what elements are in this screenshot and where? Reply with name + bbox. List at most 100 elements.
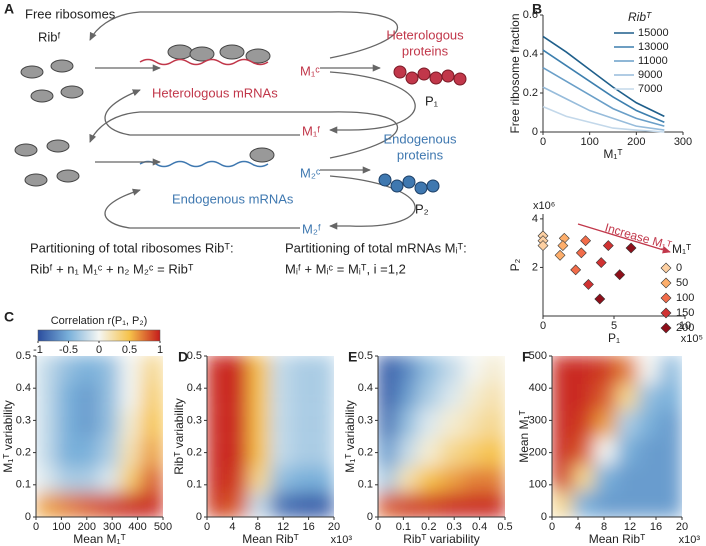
y-tick-label: 400 bbox=[529, 382, 547, 394]
text: Heterologous mRNAs bbox=[152, 85, 278, 100]
point bbox=[594, 293, 606, 305]
heatmap-cell bbox=[462, 380, 487, 410]
heatmap-cell bbox=[290, 409, 314, 439]
heatmap-cell bbox=[637, 435, 662, 465]
x-multiplier: x10³ bbox=[679, 534, 701, 546]
heatmap-cell bbox=[119, 380, 143, 410]
heatmap-cell bbox=[119, 463, 143, 493]
y-tick-label: 0.4 bbox=[358, 382, 373, 394]
y-tick-label: 0.6 bbox=[523, 9, 538, 21]
point bbox=[602, 240, 614, 251]
heatmap-cell bbox=[659, 356, 682, 384]
x-tick-label: 4 bbox=[229, 521, 235, 533]
panel-label: F bbox=[522, 349, 531, 365]
x-axis-label: Mean M₁ᵀ bbox=[73, 532, 126, 546]
heatmap bbox=[36, 356, 163, 517]
heatmap-cell bbox=[36, 380, 59, 410]
heatmap-cell bbox=[378, 463, 400, 493]
heatmap-cell bbox=[659, 408, 682, 438]
heatmap-cell bbox=[572, 381, 597, 411]
heatmap-cell bbox=[98, 489, 122, 517]
line-series bbox=[542, 86, 665, 131]
legend-label: 15000 bbox=[638, 27, 669, 39]
heatmap-cell bbox=[594, 489, 618, 517]
heatmap bbox=[378, 356, 505, 517]
heatmap-cell bbox=[140, 438, 163, 468]
heatmap-cell bbox=[396, 463, 421, 493]
line-series bbox=[542, 49, 665, 123]
heatmap-cell bbox=[119, 489, 143, 517]
point bbox=[557, 240, 569, 251]
heatmap-cell bbox=[572, 489, 597, 517]
heatmap-cell bbox=[396, 356, 421, 384]
x-tick-label: 8 bbox=[601, 521, 607, 533]
y-tick-label: 0.1 bbox=[358, 479, 373, 491]
heatmap-cell bbox=[572, 408, 597, 438]
heatmap-cell bbox=[378, 409, 400, 439]
x-tick-label: 300 bbox=[674, 136, 692, 148]
x-tick-label: 12 bbox=[624, 521, 636, 533]
y-axis-label: Free ribosome fraction bbox=[508, 13, 522, 133]
y-tick-label: 0.1 bbox=[187, 479, 202, 491]
heatmap-cell bbox=[207, 438, 230, 468]
x-tick-label: 0 bbox=[540, 136, 546, 148]
heatmap-cell bbox=[248, 380, 272, 410]
text: Partitioning of total ribosomes Ribᵀ: bbox=[30, 240, 234, 255]
heatmap-cell bbox=[227, 356, 251, 384]
heatmap-cells bbox=[207, 356, 334, 517]
y-tick-label: 0.2 bbox=[187, 447, 202, 459]
colorbar-tick-label: -0.5 bbox=[59, 344, 78, 356]
heatmap-cell bbox=[56, 489, 80, 517]
heatmap-cell bbox=[417, 438, 441, 468]
y-axis-label: Ribᵀ variability bbox=[172, 398, 186, 475]
heatmap-cell bbox=[659, 462, 682, 492]
line-series bbox=[542, 35, 665, 118]
heatmap-cell bbox=[77, 409, 101, 439]
heatmap-cell bbox=[119, 409, 143, 439]
legend-swatch bbox=[660, 322, 672, 334]
heatmap-cell bbox=[616, 408, 640, 438]
heatmap-cell bbox=[572, 462, 597, 492]
heatmap-cell bbox=[378, 489, 400, 517]
heatmap-cell bbox=[594, 408, 618, 438]
x-tick-label: 400 bbox=[128, 521, 146, 533]
heatmap-cell bbox=[140, 463, 163, 493]
heatmap-cell bbox=[440, 438, 464, 468]
legend-swatch bbox=[660, 277, 672, 289]
heatmap-cell bbox=[396, 489, 421, 517]
y-tick-label: 0 bbox=[541, 511, 547, 523]
x-multiplier: x10³ bbox=[331, 534, 353, 546]
y-tick-label: 300 bbox=[529, 414, 547, 426]
x-tick-label: 0 bbox=[540, 320, 546, 332]
x-tick-label: 0.4 bbox=[472, 521, 487, 533]
point bbox=[614, 269, 626, 281]
heatmap-cell bbox=[552, 489, 575, 517]
point bbox=[595, 257, 607, 268]
heatmap-cell bbox=[311, 380, 334, 410]
heatmap-cell bbox=[462, 463, 487, 493]
y-tick-label: 0 bbox=[532, 126, 538, 138]
heatmap-cell bbox=[572, 356, 597, 384]
y-tick-label: 0.4 bbox=[523, 48, 538, 60]
heatmap-cell bbox=[637, 408, 662, 438]
heatmap-cells bbox=[552, 356, 682, 517]
text: Endogenous bbox=[383, 131, 457, 146]
x-tick-label: 0.1 bbox=[396, 521, 411, 533]
point bbox=[575, 247, 587, 259]
heatmap-cell bbox=[594, 356, 618, 384]
x-multiplier: x10⁵ bbox=[681, 333, 703, 345]
heatmap-cell bbox=[207, 463, 230, 493]
colorbar-tick-label: -1 bbox=[33, 344, 43, 356]
legend-swatch bbox=[660, 307, 672, 319]
heatmap-cell bbox=[417, 380, 441, 410]
heatmap-cell bbox=[207, 356, 230, 384]
point bbox=[583, 279, 594, 290]
heatmap-cell bbox=[56, 438, 80, 468]
y-tick-label: 100 bbox=[529, 479, 547, 491]
x-tick-label: 20 bbox=[676, 521, 688, 533]
heatmap-cell bbox=[417, 409, 441, 439]
y-tick-label: 0 bbox=[367, 511, 373, 523]
heatmap-cell bbox=[552, 462, 575, 492]
colorbar-tick-label: 0 bbox=[96, 344, 102, 356]
text: Ribᶠ + n₁ M₁ᶜ + n₂ M₂ᶜ = Ribᵀ bbox=[30, 261, 194, 276]
